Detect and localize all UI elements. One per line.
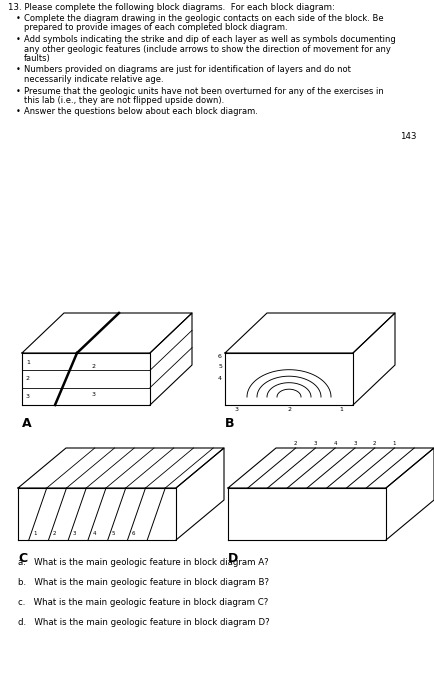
Text: c.   What is the main geologic feature in block diagram C?: c. What is the main geologic feature in … bbox=[18, 598, 268, 607]
Text: 6: 6 bbox=[218, 354, 222, 360]
Text: 6: 6 bbox=[132, 531, 135, 536]
Text: necessarily indicate relative age.: necessarily indicate relative age. bbox=[24, 75, 164, 84]
Text: •: • bbox=[16, 66, 21, 74]
Text: •: • bbox=[16, 87, 21, 95]
Text: 5: 5 bbox=[218, 365, 222, 370]
Text: 1: 1 bbox=[393, 441, 396, 446]
Text: this lab (i.e., they are not flipped upside down).: this lab (i.e., they are not flipped ups… bbox=[24, 96, 224, 105]
Text: D: D bbox=[228, 552, 238, 565]
Text: •: • bbox=[16, 35, 21, 44]
Text: any other geologic features (include arrows to show the direction of movement fo: any other geologic features (include arr… bbox=[24, 45, 391, 53]
Text: 4: 4 bbox=[333, 441, 337, 446]
Text: 3: 3 bbox=[26, 393, 30, 398]
Text: Answer the questions below about each block diagram.: Answer the questions below about each bl… bbox=[24, 108, 258, 116]
Text: 2: 2 bbox=[287, 407, 291, 412]
Text: Presume that the geologic units have not been overturned for any of the exercise: Presume that the geologic units have not… bbox=[24, 87, 384, 95]
Text: B: B bbox=[225, 417, 234, 430]
Text: 3: 3 bbox=[353, 441, 357, 446]
Text: •: • bbox=[16, 108, 21, 116]
Text: 143: 143 bbox=[400, 132, 417, 141]
Text: 2: 2 bbox=[294, 441, 297, 446]
Text: 1: 1 bbox=[33, 531, 36, 536]
Text: 2: 2 bbox=[92, 365, 96, 370]
Text: Add symbols indicating the strike and dip of each layer as well as symbols docum: Add symbols indicating the strike and di… bbox=[24, 35, 396, 44]
Text: d.   What is the main geologic feature in block diagram D?: d. What is the main geologic feature in … bbox=[18, 618, 270, 627]
Text: faults): faults) bbox=[24, 54, 51, 63]
Text: Numbers provided on diagrams are just for identification of layers and do not: Numbers provided on diagrams are just fo… bbox=[24, 66, 351, 74]
Text: 3: 3 bbox=[92, 393, 96, 398]
Text: •: • bbox=[16, 14, 21, 23]
Text: b.   What is the main geologic feature in block diagram B?: b. What is the main geologic feature in … bbox=[18, 578, 269, 587]
Text: 2: 2 bbox=[53, 531, 56, 536]
Text: 3: 3 bbox=[72, 531, 76, 536]
Text: 1: 1 bbox=[26, 360, 30, 365]
Text: 5: 5 bbox=[112, 531, 115, 536]
Text: 4: 4 bbox=[92, 531, 96, 536]
Text: 3: 3 bbox=[314, 441, 317, 446]
Text: 2: 2 bbox=[373, 441, 377, 446]
Text: 1: 1 bbox=[339, 407, 343, 412]
Text: 4: 4 bbox=[218, 377, 222, 382]
Text: prepared to provide images of each completed block diagram.: prepared to provide images of each compl… bbox=[24, 24, 288, 32]
Text: 13. Please complete the following block diagrams.  For each block diagram:: 13. Please complete the following block … bbox=[8, 3, 335, 12]
Text: 2: 2 bbox=[26, 377, 30, 382]
Text: 3: 3 bbox=[235, 407, 239, 412]
Text: A: A bbox=[22, 417, 32, 430]
Text: a.   What is the main geologic feature in block diagram A?: a. What is the main geologic feature in … bbox=[18, 558, 269, 567]
Text: C: C bbox=[18, 552, 27, 565]
Text: Complete the diagram drawing in the geologic contacts on each side of the block.: Complete the diagram drawing in the geol… bbox=[24, 14, 384, 23]
